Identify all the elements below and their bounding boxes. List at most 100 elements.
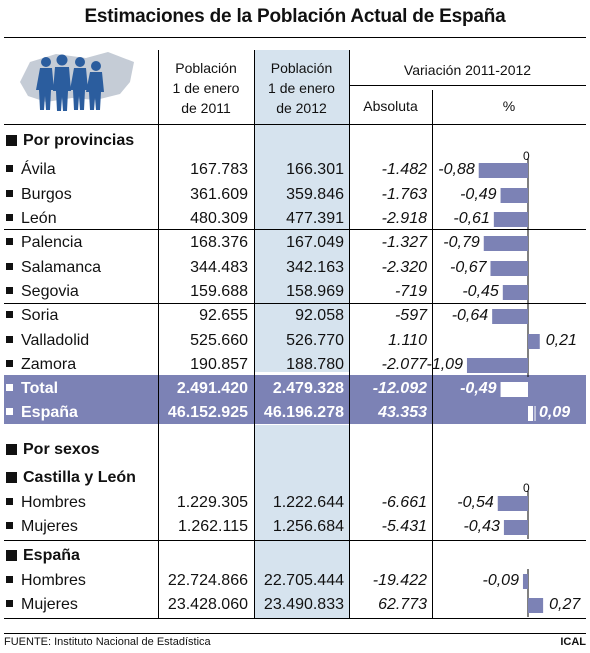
row-name: Zamora [21, 356, 77, 373]
header-absoluta: Absoluta [363, 98, 418, 114]
row-bullet [6, 408, 13, 415]
value-pct: -0,49 [460, 380, 497, 397]
pct-bar [490, 261, 528, 276]
totals-band [4, 375, 586, 424]
value-2011: 1.262.115 [178, 518, 248, 535]
value-absoluta: -2.918 [381, 210, 427, 227]
value-absoluta: -2.077 [381, 356, 427, 373]
row-name: Soria [21, 307, 59, 324]
pct-bar [483, 236, 528, 251]
value-2011: 23.428.060 [167, 596, 248, 613]
value-pct: -0,43 [463, 518, 500, 535]
pct-bar [466, 358, 528, 373]
value-2012: 1.256.684 [272, 518, 344, 535]
value-pct: -0,49 [460, 186, 497, 203]
value-2012: 46.196.278 [263, 404, 344, 421]
row-label: Soria [6, 306, 58, 326]
value-pct: -0,45 [462, 283, 499, 300]
row-label: Burgos [6, 185, 72, 205]
value-2011: 167.783 [190, 161, 248, 178]
value-2011: 480.309 [190, 210, 248, 227]
column-2012-background [254, 50, 349, 372]
value-2012: 92.058 [295, 307, 344, 324]
value-2011: 361.609 [190, 186, 248, 203]
header-bottom-rule [4, 124, 586, 125]
column-2012-background-lower [254, 425, 349, 618]
row-label: Palencia [6, 233, 82, 253]
value-absoluta: 1.110 [388, 332, 427, 349]
value-absoluta: 43.353 [378, 404, 427, 421]
value-2012: 167.049 [286, 234, 344, 251]
pct-bar [500, 188, 528, 203]
value-pct: -0,61 [453, 210, 490, 227]
chart-title: Estimaciones de la Población Actual de E… [84, 6, 506, 27]
vline-2 [254, 50, 255, 618]
value-pct: -0,67 [450, 259, 487, 276]
value-absoluta: -12.092 [372, 380, 427, 397]
pct-bar [478, 163, 528, 178]
row-label: España [6, 403, 78, 423]
value-absoluta: -1.763 [381, 186, 427, 203]
value-2011: 22.724.866 [167, 572, 248, 589]
value-2012: 2.479.328 [272, 380, 344, 397]
row-bullet [6, 214, 13, 221]
value-pct: 0,09 [539, 404, 571, 421]
value-absoluta: -719 [394, 283, 427, 300]
value-2012: 166.301 [286, 161, 344, 178]
row-name: Palencia [21, 234, 83, 251]
header-2011: Población 1 de enero de 2011 [172, 60, 240, 116]
group-separator-2 [4, 303, 586, 304]
value-2012: 477.391 [286, 210, 344, 227]
axis-zero-label-sexos: 0 [523, 481, 530, 495]
row-name: León [21, 210, 57, 227]
value-pct: 0,27 [549, 596, 581, 613]
value-2012: 188.780 [286, 356, 344, 373]
pct-bar [503, 520, 528, 535]
title-rule [4, 37, 586, 38]
row-bullet [6, 576, 13, 583]
row-bullet [6, 360, 13, 367]
header-2012: Población 1 de enero de 2012 [268, 60, 335, 116]
section-espana: España [6, 546, 80, 566]
pct-bar [528, 334, 540, 349]
pct-bar [492, 309, 528, 324]
row-label: Mujeres [6, 595, 78, 615]
footer-rule [4, 633, 586, 634]
value-pct: -0,54 [457, 494, 494, 511]
footer-source: FUENTE: Instituto Nacional de Estadístic… [4, 636, 211, 648]
row-bullet [6, 287, 13, 294]
row-label: Mujeres [6, 517, 78, 537]
value-2012: 526.770 [286, 332, 344, 349]
row-name: Mujeres [21, 518, 78, 535]
row-label: Ávila [6, 160, 56, 180]
row-bullet [6, 384, 13, 391]
row-name: Burgos [21, 186, 72, 203]
row-name: Hombres [21, 572, 86, 589]
value-absoluta: 62.773 [378, 596, 427, 613]
row-bullet [6, 165, 13, 172]
group-separator-3 [4, 540, 586, 541]
pct-bar [528, 406, 534, 421]
pct-bar [528, 598, 544, 613]
row-label: Segovia [6, 282, 79, 302]
row-name: Valladolid [21, 332, 90, 349]
group-separator-1 [4, 229, 586, 230]
row-label: Hombres [6, 493, 86, 513]
header-divider [349, 85, 586, 86]
row-label: León [6, 209, 57, 229]
row-label: Total [6, 379, 58, 399]
value-pct: -0,79 [443, 234, 480, 251]
row-label: Zamora [6, 355, 76, 375]
value-pct: -0,64 [451, 307, 489, 324]
row-bullet [6, 498, 13, 505]
value-absoluta: -6.661 [381, 494, 427, 511]
value-2011: 190.857 [190, 356, 248, 373]
value-absoluta: -19.422 [372, 572, 427, 589]
section-provincias: Por provincias [6, 131, 134, 151]
row-label: Valladolid [6, 331, 89, 351]
value-2011: 344.483 [190, 259, 248, 276]
value-2011: 1.229.305 [176, 494, 248, 511]
row-name: Ávila [21, 161, 56, 178]
people-map-icon [20, 52, 134, 111]
row-bullet [6, 336, 13, 343]
